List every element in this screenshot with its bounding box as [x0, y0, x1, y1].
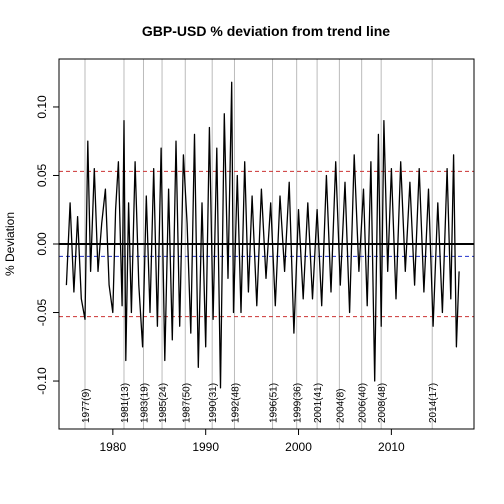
event-label: 2014(17) [428, 383, 439, 423]
event-label: 1996(51) [269, 383, 280, 423]
y-tick-label: 0.05 [35, 163, 49, 187]
event-label: 1985(24) [158, 383, 169, 423]
event-label: 2008(48) [377, 383, 388, 423]
event-label: 1983(19) [139, 383, 150, 423]
event-label: 1981(13) [120, 383, 131, 423]
event-label: 1990(31) [208, 383, 219, 423]
x-tick-label: 2000 [285, 440, 312, 454]
chart-title: GBP-USD % deviation from trend line [142, 23, 390, 39]
y-tick-label: 0.00 [35, 232, 49, 256]
event-label: 1977(9) [81, 389, 92, 423]
event-label: 1987(50) [181, 383, 192, 423]
axes: 1980 1990 2000 2010 -0.10 -0.05 0.00 0.05 0.10 [35, 95, 405, 454]
y-tick-label: -0.05 [35, 299, 49, 327]
x-tick-label: 1980 [99, 440, 126, 454]
series-line [65, 81, 460, 389]
event-label: 1992(48) [230, 383, 241, 423]
y-tick-label: -0.10 [35, 367, 49, 395]
x-tick-label: 2010 [378, 440, 405, 454]
event-label: 1999(36) [293, 383, 304, 423]
series-layer [65, 81, 460, 389]
event-label: 2004(8) [335, 389, 346, 423]
event-label: 2001(41) [313, 383, 324, 423]
y-axis-label: % Deviation [3, 212, 17, 276]
x-tick-label: 1990 [192, 440, 219, 454]
plot-frame [58, 58, 475, 430]
y-tick-label: 0.10 [35, 95, 49, 119]
event-label: 2006(40) [358, 383, 369, 423]
